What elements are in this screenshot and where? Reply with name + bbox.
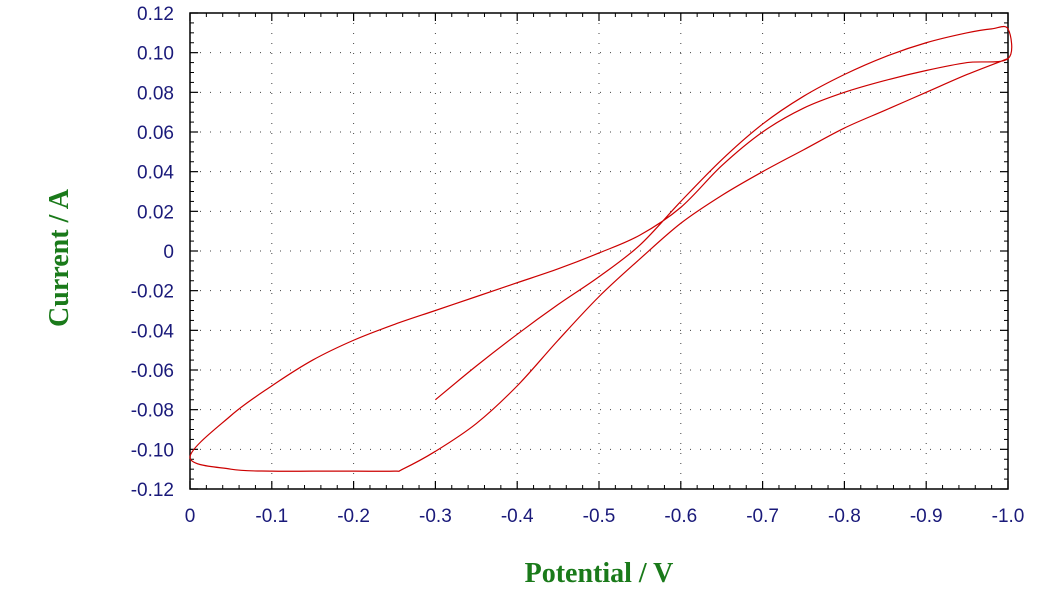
y-tick-label: -0.08	[131, 401, 174, 422]
tick-layer	[189, 12, 1009, 490]
x-tick-label: -0.7	[746, 506, 779, 527]
x-tick-label: -0.1	[255, 506, 288, 527]
x-tick-label: 0	[185, 506, 196, 527]
y-tick-label: -0.02	[131, 282, 174, 303]
y-axis-title: Current / A	[44, 188, 75, 327]
y-tick-label: 0	[163, 242, 174, 263]
y-tick-label: 0.02	[137, 202, 174, 223]
y-tick-label: 0.08	[137, 83, 174, 104]
series-layer	[189, 25, 1013, 472]
x-tick-label: -0.5	[583, 506, 616, 527]
x-tick-label: -1.0	[992, 506, 1025, 527]
grid-layer	[190, 13, 1008, 489]
cv-series-line	[189, 25, 1013, 472]
x-tick-label: -0.9	[910, 506, 943, 527]
x-tick-label: -0.8	[828, 506, 861, 527]
y-tick-label: 0.12	[137, 4, 174, 25]
label-layer: 0 -0.1 -0.2 -0.3 -0.4 -0.5 -0.6 -0.7 -0.8 -0.9 -1.…	[131, 4, 1025, 527]
y-tick-label: -0.06	[131, 361, 174, 382]
y-tick-label: 0.04	[137, 163, 174, 184]
y-tick-label: -0.04	[131, 321, 175, 342]
y-tick-label: 0.06	[137, 123, 174, 144]
x-axis-title: Potential / V	[525, 558, 674, 589]
x-tick-label: -0.6	[664, 506, 697, 527]
x-tick-label: -0.4	[501, 506, 534, 527]
plot-frame	[189, 12, 1009, 490]
y-tick-label: -0.12	[131, 480, 174, 501]
x-tick-label: -0.3	[419, 506, 452, 527]
y-tick-label: 0.10	[137, 44, 174, 65]
y-tick-label: -0.10	[131, 440, 174, 461]
x-tick-label: -0.2	[337, 506, 370, 527]
